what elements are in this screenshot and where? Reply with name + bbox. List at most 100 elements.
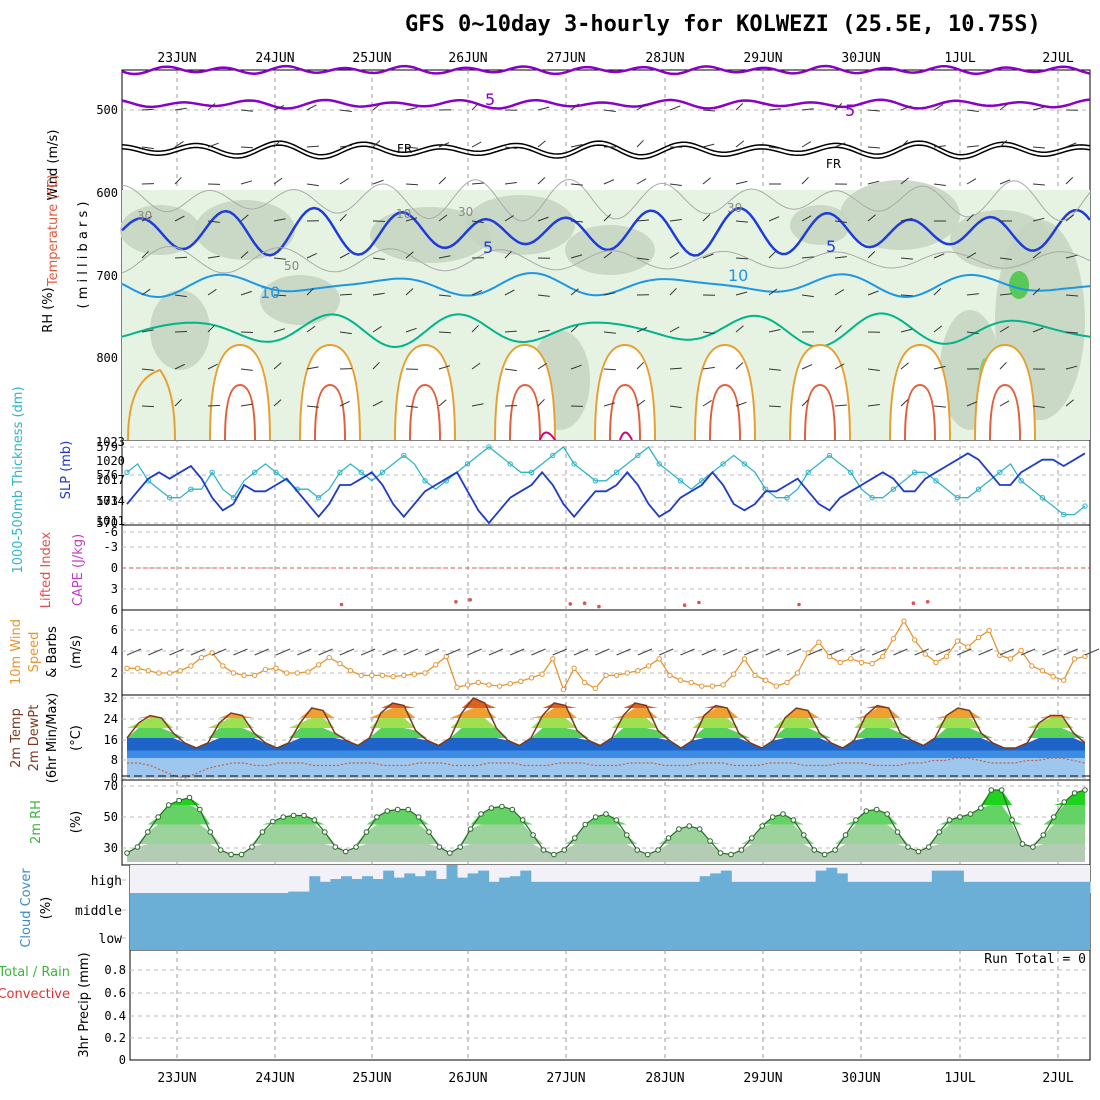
wind-barb	[537, 398, 545, 407]
cloud-high-bar	[562, 881, 574, 893]
wind-speed-point	[741, 656, 748, 662]
rh-point	[873, 806, 880, 813]
wind-barb	[339, 177, 349, 185]
wind-barb	[900, 217, 913, 222]
wind-barb	[999, 400, 1010, 407]
cloud-high-bar	[847, 881, 859, 893]
cloud-high-bar	[657, 881, 669, 893]
wind-barb-10m	[254, 648, 269, 656]
date-label-bottom: 26JUN	[448, 1071, 487, 1086]
rh-point	[582, 821, 589, 828]
cloud-high-bar	[699, 876, 711, 893]
thickness-point	[699, 478, 705, 484]
series-temp-2m	[126, 697, 1086, 749]
cloud-high-bar	[1058, 881, 1070, 893]
thickness-point	[315, 495, 322, 501]
wind-barb	[735, 257, 748, 260]
wind-barb	[735, 325, 744, 333]
wind-barb	[867, 251, 876, 259]
wind-barb	[504, 182, 517, 185]
wind-barb	[636, 399, 646, 407]
date-label-top: 24JUN	[255, 51, 294, 66]
cloud-low-middle	[130, 893, 1090, 950]
wind-speed-point	[869, 660, 875, 667]
wind-barb	[207, 255, 220, 259]
wind-barb	[504, 289, 515, 296]
cloud-high-bar	[541, 881, 553, 893]
wind-speed-point	[1050, 673, 1056, 680]
wind-speed-point	[773, 683, 779, 689]
wind-barb	[537, 216, 549, 222]
wind-barb	[339, 213, 347, 222]
wind-barb	[438, 365, 451, 370]
contour-lobe-orange-first	[127, 368, 176, 441]
wind-barb	[537, 177, 546, 185]
date-label-bottom: 30JUN	[841, 1071, 880, 1086]
cape-ytick: -6	[104, 525, 118, 539]
wind-barb	[735, 291, 748, 296]
wind-barb	[867, 290, 879, 296]
wind-barb	[207, 220, 220, 223]
wind-barb	[240, 109, 253, 112]
wind-barb	[1032, 183, 1045, 186]
cloud-high-bar	[942, 870, 954, 893]
temp-ylabel-unit: (°C)	[69, 725, 84, 751]
wind-barb	[768, 216, 780, 222]
rh-shade-dark-2	[370, 207, 490, 263]
rh-point	[124, 850, 130, 856]
date-label-top: 26JUN	[448, 51, 487, 66]
wind-barb	[141, 329, 154, 333]
li-point	[468, 598, 473, 602]
wind-barb	[933, 365, 946, 370]
rh-point	[1040, 832, 1047, 838]
rh-point	[290, 812, 297, 819]
wind-barb	[900, 399, 909, 407]
wind-speed-point	[401, 672, 407, 679]
rh-point	[467, 826, 474, 832]
rh-point	[530, 832, 536, 838]
wind-speed-point	[305, 669, 311, 675]
rh-point	[915, 848, 922, 855]
wind-barb	[999, 361, 1007, 370]
wind-barb	[207, 288, 217, 296]
wind-speed-point	[496, 683, 503, 689]
wind-barb	[339, 252, 350, 259]
wind-barb	[141, 288, 151, 296]
rh-point	[1061, 799, 1067, 805]
wind-barb	[405, 288, 414, 296]
cloud-high-bar	[921, 881, 933, 893]
temp-ytick: 8	[111, 753, 118, 767]
rh-shade-dark-3	[465, 195, 575, 255]
temp-ylabel-1: 2m Temp	[9, 708, 24, 768]
cloud-high-bar	[499, 877, 511, 893]
wind-barb	[702, 331, 715, 334]
wind-speed-point	[731, 671, 737, 677]
slp-ytick-right: 1014	[96, 494, 125, 508]
wind-barb	[834, 256, 847, 259]
wind-speed-point	[922, 651, 928, 657]
contour-lobe-red-7	[904, 383, 936, 441]
date-label-bottom: 27JUN	[546, 1071, 585, 1086]
rh-point	[540, 847, 547, 853]
cloud-high-bar	[995, 881, 1007, 893]
wind-barb	[372, 292, 385, 296]
wind-barb	[141, 215, 153, 222]
wind-barb	[801, 399, 810, 407]
wind-barb	[834, 220, 847, 223]
thickness-point	[550, 452, 556, 459]
wind-barb	[504, 215, 514, 222]
thickness-point	[188, 486, 194, 492]
wind-barb-10m	[467, 648, 482, 656]
wind-speed-point	[550, 656, 556, 662]
wind-speed-point	[528, 675, 535, 681]
rh-point	[238, 851, 245, 858]
wind-barb-10m	[808, 648, 823, 656]
wind-barb-10m	[233, 648, 248, 656]
wind-barb	[570, 254, 583, 259]
tick-labels: 23JUN 23JUN 24JUN 24JUN 25JUN 25JUN 26JUN 26JUN…	[75, 51, 1074, 1086]
wind-barb-10m	[573, 648, 589, 656]
cloud-high-bar	[520, 870, 532, 893]
wind-barb	[372, 325, 382, 333]
cloud-high-bar	[773, 881, 785, 893]
rh-point	[270, 818, 276, 825]
